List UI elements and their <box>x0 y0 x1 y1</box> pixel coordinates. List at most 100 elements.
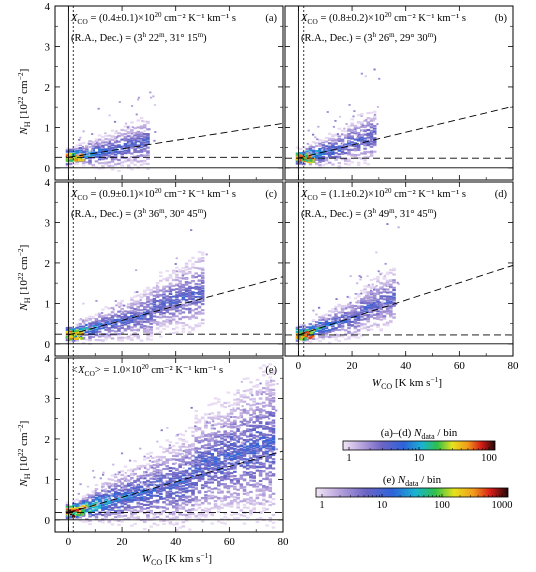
heatmap-cell <box>120 505 124 508</box>
heatmap-cell <box>130 487 134 490</box>
heatmap-cell <box>308 149 313 152</box>
heatmap-cell <box>220 434 224 438</box>
heatmap-cell <box>213 460 218 463</box>
heatmap-cell <box>166 468 169 471</box>
heatmap-cell <box>152 311 155 314</box>
heatmap-cell <box>347 322 351 325</box>
heatmap-cell <box>331 142 335 145</box>
heatmap-cell <box>80 508 83 511</box>
x-tick-label: 60 <box>224 536 236 548</box>
heatmap-cell <box>146 154 150 157</box>
heatmap-cell <box>382 282 387 285</box>
heatmap-cell <box>334 138 338 141</box>
heatmap-cell <box>159 492 163 495</box>
heatmap-cell <box>146 334 150 337</box>
heatmap-cell <box>226 425 231 428</box>
heatmap-cell <box>262 477 266 481</box>
heatmap-cell <box>331 316 335 319</box>
heatmap-cell <box>369 111 374 114</box>
heatmap-cell <box>385 281 390 284</box>
heatmap-cell <box>72 336 76 339</box>
heatmap-cell <box>210 468 215 471</box>
x-tick-label: 80 <box>278 536 290 548</box>
heatmap-cell <box>123 517 128 521</box>
heatmap-cell <box>268 517 273 520</box>
heatmap-cell <box>149 289 153 292</box>
heatmap-cell <box>114 476 118 479</box>
heatmap-cell <box>225 461 229 464</box>
heatmap-cell <box>186 463 190 466</box>
heatmap-cell <box>321 139 325 142</box>
heatmap-cell <box>184 304 189 307</box>
heatmap-cell <box>363 124 367 127</box>
heatmap-cell <box>347 158 351 161</box>
heatmap-cell <box>375 284 378 287</box>
xco-annotation: XCO = (0.4±0.1)×1020 cm⁻² K⁻¹ km⁻¹ s <box>70 11 236 26</box>
heatmap-cell <box>372 277 377 280</box>
heatmap-cell <box>229 439 232 442</box>
heatmap-cell <box>142 138 147 142</box>
heatmap-cell <box>226 487 231 490</box>
heatmap-cell <box>210 437 215 440</box>
heatmap-cell <box>159 279 163 282</box>
heatmap-cell <box>242 448 247 451</box>
heatmap-cell <box>181 311 186 314</box>
heatmap-cell <box>72 512 76 515</box>
heatmap-cell <box>242 423 247 426</box>
heatmap-cell <box>209 463 212 466</box>
heatmap-cell <box>171 506 176 509</box>
heatmap-cell <box>347 163 351 166</box>
heatmap-cell <box>242 499 247 502</box>
heatmap-cell <box>139 314 144 317</box>
heatmap-cell <box>197 322 202 325</box>
heatmap-cell <box>171 331 176 334</box>
heatmap-cell <box>200 475 205 478</box>
heatmap-cell <box>271 411 276 414</box>
heatmap-cell <box>262 440 266 443</box>
heatmap-cell <box>65 328 70 331</box>
heatmap-cell <box>188 287 192 290</box>
heatmap-cell <box>145 144 148 147</box>
heatmap-cell <box>126 157 131 160</box>
heatmap-cell <box>268 414 273 417</box>
heatmap-cell <box>295 333 300 336</box>
heatmap-cell <box>389 305 393 308</box>
heatmap-cell <box>133 148 137 151</box>
heatmap-cell <box>133 328 137 331</box>
heatmap-cell <box>168 466 173 470</box>
heatmap-cell <box>258 388 263 392</box>
heatmap-cell <box>101 148 105 151</box>
heatmap-cell <box>149 326 153 329</box>
heatmap-cell <box>366 304 371 307</box>
heatmap-cell <box>249 424 253 428</box>
heatmap-cell <box>142 320 147 323</box>
heatmap-cell <box>252 452 256 455</box>
heatmap-cell <box>194 451 198 454</box>
heatmap-cell <box>316 324 319 327</box>
heatmap-cell <box>91 322 95 325</box>
heatmap-cell <box>153 104 157 106</box>
heatmap-cell <box>81 327 86 330</box>
heatmap-cell <box>85 338 89 341</box>
heatmap-cell <box>223 478 227 481</box>
heatmap-cell <box>344 333 348 336</box>
heatmap-cell <box>79 504 82 507</box>
heatmap-cell <box>181 274 184 277</box>
heatmap-cell <box>258 391 263 394</box>
heatmap-cell <box>209 469 212 472</box>
heatmap-cell <box>94 330 99 334</box>
heatmap-cell <box>159 487 163 491</box>
heatmap-cell <box>258 416 263 419</box>
heatmap-cell <box>217 520 221 523</box>
heatmap-cell <box>88 324 92 327</box>
heatmap-cell <box>327 145 332 148</box>
heatmap-cell <box>370 289 373 292</box>
heatmap-cell <box>68 148 73 151</box>
heatmap-cell <box>217 433 221 437</box>
heatmap-cell <box>152 464 157 467</box>
heatmap-cell <box>107 330 112 333</box>
heatmap-cell <box>271 460 276 463</box>
heatmap-cell <box>366 141 371 144</box>
heatmap-cell <box>257 437 260 440</box>
heatmap-cell <box>233 450 237 453</box>
